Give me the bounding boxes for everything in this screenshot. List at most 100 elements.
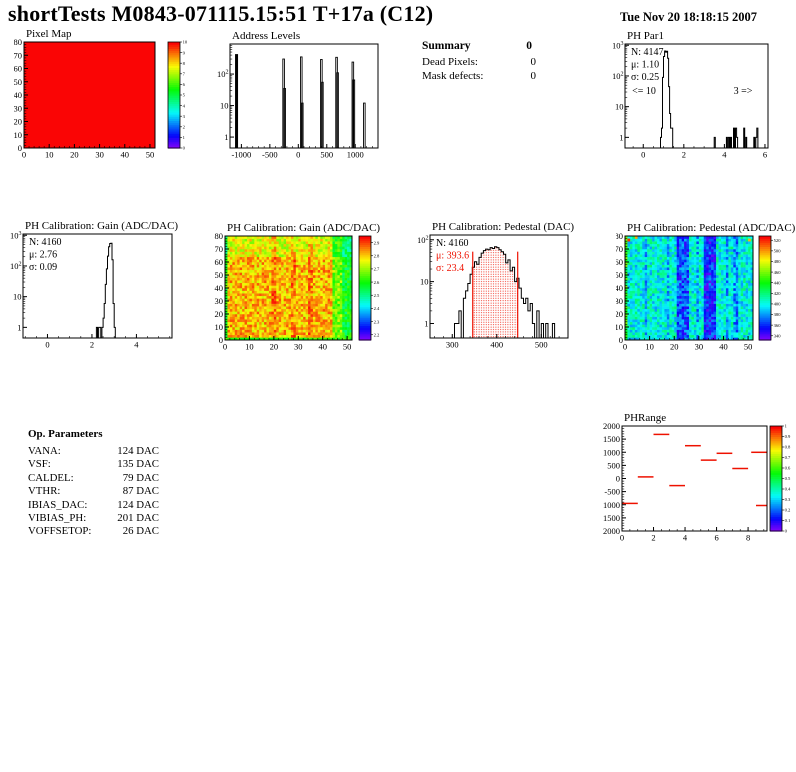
svg-text:Address Levels: Address Levels bbox=[232, 30, 300, 42]
op-parameter-value: 124 DAC bbox=[117, 498, 159, 511]
pixel-map-chart: 0 10 20 30 40 50 0 10 20 30 40 50 60 70 80 0 1 2 3 4 5 6 7 8 9 10… bbox=[14, 30, 200, 162]
svg-text:1: 1 bbox=[17, 322, 21, 332]
svg-text:0: 0 bbox=[296, 150, 300, 160]
svg-text:1: 1 bbox=[619, 132, 623, 142]
svg-text:440: 440 bbox=[774, 280, 782, 285]
svg-text:PH Calibration: Gain (ADC/DAC): PH Calibration: Gain (ADC/DAC) bbox=[227, 222, 380, 234]
svg-text:80: 80 bbox=[14, 37, 22, 47]
svg-text:σ: 0.09: σ: 0.09 bbox=[29, 262, 57, 273]
svg-text:10: 10 bbox=[245, 342, 254, 351]
svg-text:0: 0 bbox=[22, 150, 26, 160]
svg-text:6: 6 bbox=[714, 533, 718, 543]
svg-text:0: 0 bbox=[641, 150, 645, 160]
pedestal-map-plot: 0 10 20 30 40 5001020304050607080340360380400… bbox=[616, 222, 796, 351]
op-parameter-value: 79 DAC bbox=[122, 471, 159, 484]
op-parameter-value: 135 DAC bbox=[117, 458, 159, 471]
svg-text:103: 103 bbox=[10, 230, 22, 240]
svg-text:2: 2 bbox=[183, 125, 186, 130]
svg-text:σ: 0.25: σ: 0.25 bbox=[631, 72, 659, 83]
svg-text:30: 30 bbox=[616, 296, 623, 306]
timestamp: Tue Nov 20 18:18:15 2007 bbox=[620, 10, 758, 24]
svg-text:μ: 393.6: μ: 393.6 bbox=[436, 251, 469, 262]
summary-block: Summary 0 Dead Pixels: 0 Mask defects: 0 bbox=[422, 40, 582, 83]
svg-text:480: 480 bbox=[774, 259, 782, 264]
svg-text:60: 60 bbox=[14, 64, 22, 74]
svg-text:50: 50 bbox=[146, 150, 155, 160]
svg-text:4: 4 bbox=[683, 533, 688, 543]
svg-text:40: 40 bbox=[14, 90, 22, 100]
svg-text:σ: 23.4: σ: 23.4 bbox=[436, 263, 464, 274]
svg-text:20: 20 bbox=[270, 342, 279, 351]
svg-text:N: 4160: N: 4160 bbox=[436, 238, 469, 249]
svg-text:PH Par1: PH Par1 bbox=[627, 30, 664, 42]
svg-text:0: 0 bbox=[183, 146, 186, 151]
svg-text:102: 102 bbox=[613, 71, 624, 81]
phrange-chart: 0 2 4 6 8 2000 1500 1000 500 0 -500 1000 1500 2000 0 0.… bbox=[598, 406, 796, 548]
gain-map-chart: 0 10 20 30 40 50 0 10 20 30 40 50 60 70 80 2.2 2.3 2.4 2.5… bbox=[213, 218, 396, 350]
gain-map-plot: 0 10 20 30 40 50 0 10 20 30 40 50 60 70 80 2.2 2.3 2.4 2.5… bbox=[215, 222, 381, 351]
svg-text:30: 30 bbox=[14, 103, 22, 113]
summary-total: 0 bbox=[526, 40, 532, 52]
svg-text:8: 8 bbox=[183, 61, 186, 66]
svg-text:8: 8 bbox=[746, 533, 750, 543]
svg-text:40: 40 bbox=[215, 283, 224, 293]
summary-row-label: Dead Pixels: bbox=[422, 56, 478, 68]
op-parameter-value: 26 DAC bbox=[122, 525, 159, 538]
svg-text:70: 70 bbox=[215, 244, 224, 254]
svg-text:500: 500 bbox=[774, 249, 782, 254]
op-parameter-row: VOFFSETOP: 26 DAC bbox=[28, 525, 159, 538]
address-levels-chart: -1000 -500 0 500 1000 1 10 102 Address Levels bbox=[213, 30, 396, 162]
svg-text:2.4: 2.4 bbox=[374, 306, 380, 311]
ph-par1-plot: 0 2 4 6 1 10 102 103 N: 4147 μ: 1.10σ: 0.25 <= 10 3… bbox=[613, 30, 769, 160]
svg-text:30: 30 bbox=[695, 342, 704, 351]
op-parameter-label: VOFFSETOP: bbox=[28, 525, 92, 538]
page-title: shortTests M0843-071115.15:51 T+17a (C12… bbox=[8, 1, 434, 26]
op-parameter-label: VTHR: bbox=[28, 485, 61, 498]
svg-text:20: 20 bbox=[616, 309, 623, 319]
svg-text:80: 80 bbox=[616, 231, 623, 241]
svg-text:10: 10 bbox=[13, 292, 22, 302]
svg-text:10: 10 bbox=[615, 102, 624, 112]
svg-text:5: 5 bbox=[183, 93, 186, 98]
svg-text:40: 40 bbox=[616, 283, 623, 293]
op-parameter-row: VTHR: 87 DAC bbox=[28, 485, 159, 498]
svg-text:400: 400 bbox=[490, 340, 503, 350]
op-parameter-label: VANA: bbox=[28, 445, 61, 457]
svg-text:PH Calibration: Pedestal (DAC): PH Calibration: Pedestal (DAC) bbox=[432, 221, 574, 233]
pedestal-map-chart: 0 10 20 30 40 50 0 10 20 30 40 50 60 70 80 340 360 380 400… bbox=[616, 218, 796, 350]
svg-text:50: 50 bbox=[343, 342, 352, 351]
svg-text:420: 420 bbox=[774, 291, 782, 296]
svg-text:PH Calibration: Pedestal (ADC/: PH Calibration: Pedestal (ADC/DAC) bbox=[627, 222, 796, 234]
svg-text:20: 20 bbox=[215, 309, 224, 319]
svg-text:10: 10 bbox=[14, 130, 22, 140]
svg-text:0: 0 bbox=[219, 335, 223, 345]
svg-text:50: 50 bbox=[14, 77, 22, 87]
op-parameters-title: Op. Parameters bbox=[28, 428, 103, 440]
op-parameter-label: CALDEL: bbox=[28, 471, 74, 484]
pedestal-histogram-plot: 300 400 500 1 10 102 N: 4160 μ: 393.6σ: 23.4 PH … bbox=[418, 221, 574, 350]
svg-text:300: 300 bbox=[446, 340, 459, 350]
svg-text:500: 500 bbox=[535, 340, 548, 350]
svg-text:PH Calibration: Gain (ADC/DAC): PH Calibration: Gain (ADC/DAC) bbox=[25, 220, 178, 232]
svg-text:-500: -500 bbox=[262, 150, 278, 160]
svg-text:10: 10 bbox=[420, 277, 429, 287]
summary-row-value: 0 bbox=[530, 70, 537, 82]
svg-text:<= 10: <= 10 bbox=[632, 86, 656, 97]
op-parameter-row: VIBIAS_PH: 201 DAC bbox=[28, 512, 159, 525]
op-parameter-label: VSF: bbox=[28, 458, 51, 471]
svg-text:102: 102 bbox=[10, 261, 22, 271]
svg-text:9: 9 bbox=[183, 50, 186, 55]
svg-text:2: 2 bbox=[682, 150, 686, 160]
svg-text:10: 10 bbox=[183, 40, 188, 45]
pedestal-histogram-chart: 300 400 500 1 10 102 N: 4160 μ: 393.6 σ: 23.4 PH … bbox=[418, 218, 600, 350]
pixel-map-plot: 0 10 20 30 40 5001020304050607080012345678910… bbox=[14, 30, 188, 160]
svg-text:70: 70 bbox=[14, 50, 22, 60]
svg-text:2: 2 bbox=[651, 533, 655, 543]
svg-text:102: 102 bbox=[217, 69, 229, 79]
svg-text:μ: 2.76: μ: 2.76 bbox=[29, 250, 57, 261]
svg-text:4: 4 bbox=[183, 103, 186, 108]
svg-text:520: 520 bbox=[774, 238, 782, 243]
svg-text:20: 20 bbox=[14, 117, 22, 127]
svg-text:50: 50 bbox=[616, 270, 623, 280]
